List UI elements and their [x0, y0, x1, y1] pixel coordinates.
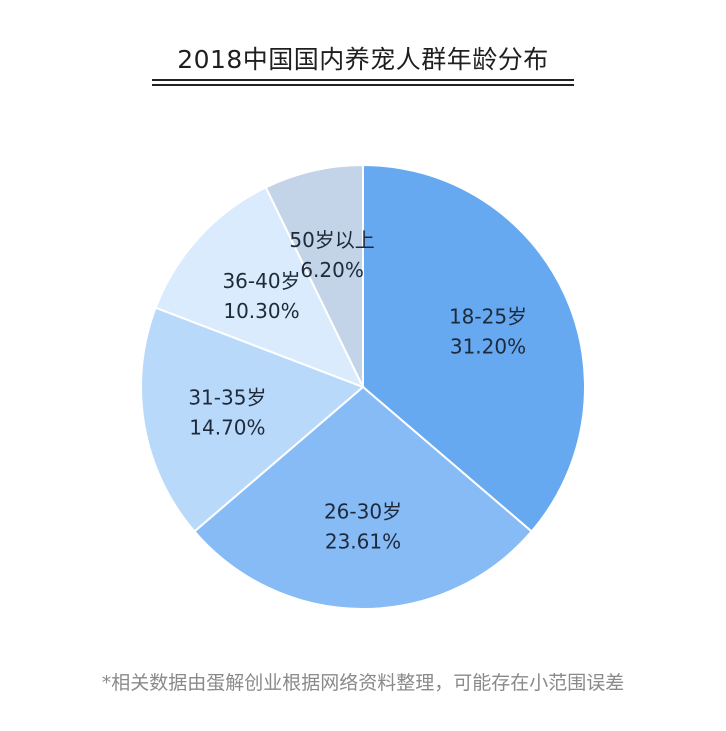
slice-value-label-3: 10.30%: [223, 299, 299, 323]
chart-title: 2018中国国内养宠人群年龄分布: [177, 45, 549, 74]
pie-slice-4: [264, 163, 364, 388]
pie-slice-0: [362, 163, 586, 533]
slice-value-label-4: 6.20%: [300, 258, 364, 282]
slice-category-label-3: 36-40岁: [222, 269, 300, 293]
pie-slice-1: [193, 385, 533, 610]
slice-value-label-2: 14.70%: [189, 416, 265, 440]
slice-category-label-2: 31-35岁: [188, 386, 266, 410]
footnote: *相关数据由蛋解创业根据网络资料整理，可能存在小范围误差: [101, 672, 625, 694]
slice-category-label-4: 50岁以上: [289, 228, 374, 252]
title-underline-top: [152, 79, 574, 81]
pie-slice-3: [154, 186, 366, 389]
slice-category-label-0: 18-25岁: [449, 305, 527, 329]
slice-category-label-1: 26-30岁: [324, 500, 402, 524]
title-underline-bottom: [152, 84, 574, 86]
pie-slice-2: [140, 306, 365, 533]
slice-value-label-0: 31.20%: [450, 335, 526, 359]
slice-value-label-1: 23.61%: [325, 530, 401, 554]
